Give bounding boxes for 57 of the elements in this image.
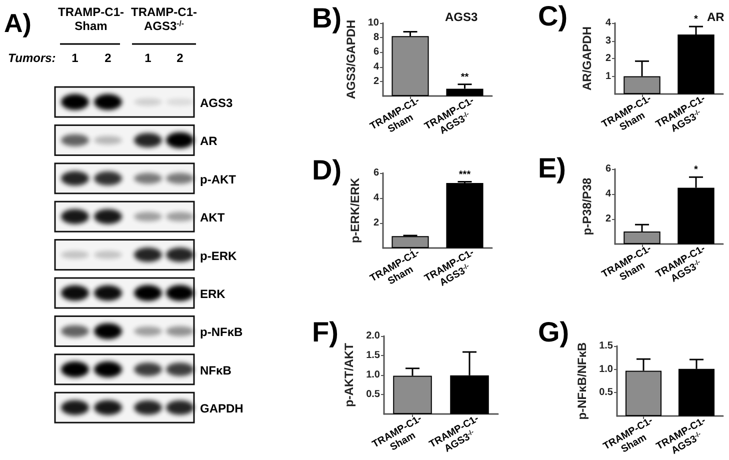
text: ERK — [200, 287, 226, 301]
y-tick-label: 1.5 — [599, 340, 614, 352]
y-tick-label: 4 — [605, 188, 612, 200]
text: B) — [312, 2, 342, 34]
text: NFκB — [200, 363, 232, 378]
y-tick-label: 4 — [605, 18, 612, 28]
y-tick-label: 0.5 — [366, 389, 380, 400]
y-tick-label: 6 — [373, 168, 380, 178]
text: AKT — [200, 210, 226, 225]
text: A) — [4, 8, 32, 38]
y-tick-label: 1.5 — [366, 350, 380, 361]
y-axis-title: p-NFκB/NFκB — [575, 342, 590, 420]
y-tick-label: 3 — [605, 35, 612, 46]
text: G) — [538, 316, 570, 348]
y-tick-label: 2 — [605, 53, 612, 64]
text: E) — [538, 152, 566, 184]
y-tick-label: 8 — [373, 32, 380, 44]
text: TRAMP-C1- Sham — [58, 5, 124, 33]
text: p-AKT — [200, 172, 237, 186]
y-axis-title: AR/GAPDH — [580, 26, 594, 91]
annotation: ** — [460, 72, 469, 83]
annotation: *** — [458, 169, 471, 180]
y-tick-label: 2 — [605, 214, 612, 224]
annotation: * — [694, 14, 698, 26]
text: p-NFκB — [200, 325, 244, 340]
y-tick-label: 0.5 — [599, 387, 614, 398]
text: p-ERK — [200, 248, 237, 263]
y-axis-title: p-P38/P38 — [580, 178, 594, 236]
text: C) — [538, 0, 568, 32]
annotation: * — [694, 164, 698, 176]
chart-title: AGS3 — [445, 10, 478, 24]
y-tick-label: 10 — [368, 18, 380, 28]
text: D) — [312, 154, 342, 186]
text: F) — [312, 316, 338, 348]
y-tick-label: 1.0 — [366, 370, 380, 380]
y-tick-label: 2 — [373, 76, 380, 87]
text: 2 — [104, 51, 112, 65]
text: 2 — [176, 51, 184, 65]
y-tick-label: 4 — [373, 192, 380, 204]
y-tick-label: 2 — [373, 218, 380, 228]
text: GAPDH — [200, 402, 244, 416]
y-tick-label: 2.0 — [366, 330, 380, 342]
y-tick-label: 1 — [605, 70, 612, 82]
text: TRAMP-C1- AGS3$^{-/-}$ — [131, 5, 197, 33]
text: 1 — [72, 51, 79, 65]
text: 1 — [144, 51, 152, 65]
y-tick-label: 1.0 — [599, 364, 614, 375]
y-tick-label: 6 — [605, 164, 612, 174]
y-tick-label: 4 — [373, 61, 380, 72]
text: AR — [200, 134, 218, 148]
y-axis-title: p-ERK/ERK — [348, 178, 362, 244]
y-tick-label: 6 — [373, 46, 380, 58]
y-axis-title: AGS3/GAPDH — [344, 20, 358, 100]
text: AGS3 — [200, 96, 234, 110]
text: Tumors: — [8, 51, 56, 65]
y-axis-title: p-AKT/AKT — [342, 342, 356, 407]
chart-title: AR — [707, 10, 725, 24]
